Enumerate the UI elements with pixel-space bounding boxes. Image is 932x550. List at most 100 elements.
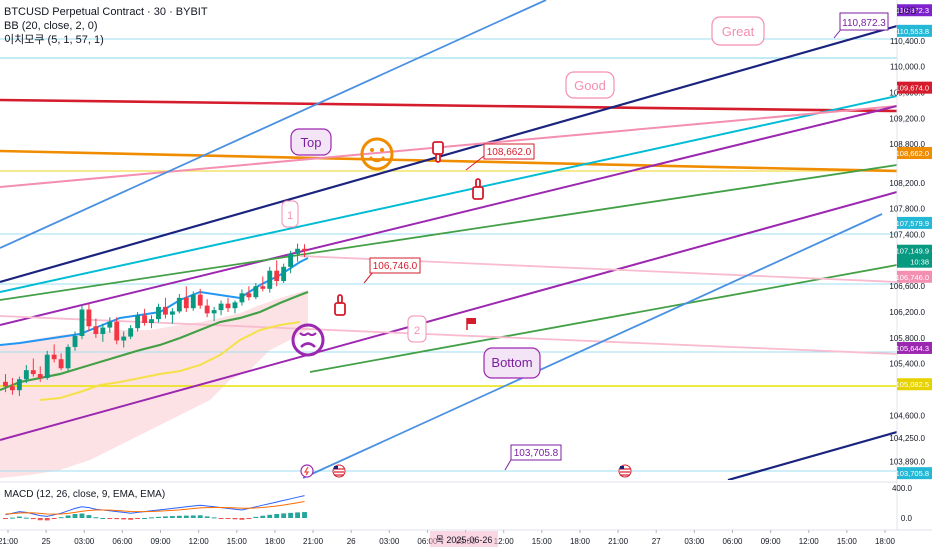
y-tick-label: 103,890.0 — [889, 457, 925, 466]
label-bottom-group[interactable]: Bottom — [483, 347, 541, 379]
candle-body[interactable] — [197, 294, 203, 306]
bb-indicator-label[interactable]: BB (20, close, 2, 0) — [4, 20, 98, 32]
candle-body[interactable] — [302, 248, 307, 251]
macd-tick-label: 400.0 — [892, 484, 913, 493]
candle-body[interactable] — [218, 303, 224, 311]
macd-histogram-bar — [16, 516, 22, 518]
macd-histogram-bar — [288, 512, 294, 518]
label-good-group[interactable]: Good — [565, 71, 615, 99]
x-tick-label: 06:00 — [112, 537, 133, 546]
y-tick-label: 108,200.0 — [889, 179, 925, 188]
candle-body[interactable] — [176, 297, 182, 312]
macd-histogram-bar — [107, 518, 113, 519]
macd-histogram-bar — [128, 518, 134, 520]
candle-body[interactable] — [44, 354, 50, 378]
label-1-group[interactable]: 1 — [281, 200, 299, 228]
us-flag-icon-2[interactable] — [618, 464, 632, 478]
y-tick-label: 105,400.0 — [889, 360, 925, 369]
drawings-layer: Top Good Great Bottom 1 2 108,662.0 — [0, 0, 897, 480]
candle-body[interactable] — [267, 270, 273, 289]
macd-histogram-bar — [302, 512, 307, 518]
candle-body[interactable] — [37, 374, 43, 378]
x-tick-label: 21:00 — [0, 537, 19, 546]
happy-face-icon — [360, 137, 394, 171]
candle-body[interactable] — [3, 381, 8, 387]
candle-body[interactable] — [23, 370, 29, 380]
candle-body[interactable] — [16, 379, 22, 391]
us-flag-icon-1[interactable] — [332, 464, 346, 478]
candle-body[interactable] — [239, 293, 245, 303]
candle-body[interactable] — [260, 286, 266, 289]
ichimoku-lagging — [39, 321, 301, 401]
candle-body[interactable] — [246, 293, 252, 298]
candle-body[interactable] — [274, 270, 280, 282]
candle-body[interactable] — [58, 359, 64, 369]
candle-body[interactable] — [100, 327, 106, 335]
candle-body[interactable] — [93, 326, 99, 335]
candle-body[interactable] — [204, 305, 210, 314]
candle-body[interactable] — [135, 315, 141, 329]
callout-110872[interactable]: 110,872.3 — [833, 12, 889, 39]
pink-trendline-up — [0, 105, 897, 188]
purple-trendline-1 — [0, 105, 897, 326]
candle-body[interactable] — [149, 319, 154, 324]
candle-body[interactable] — [128, 328, 134, 337]
candle-body[interactable] — [288, 253, 294, 267]
purple-trendline-2 — [0, 191, 897, 441]
macd-histogram-bar — [246, 518, 252, 519]
candle-body[interactable] — [162, 306, 168, 315]
macd-indicator-label[interactable]: MACD (12, 26, close, 9, EMA, EMA) — [4, 489, 166, 500]
candle-body[interactable] — [156, 306, 161, 320]
candle-body[interactable] — [232, 302, 238, 309]
price-tag-label: 103,705.8 — [896, 469, 929, 478]
callout-103705-text: 103,705.8 — [514, 448, 559, 459]
macd-histogram-bar — [86, 515, 92, 518]
event-icon-1[interactable] — [300, 464, 314, 478]
candle-body[interactable] — [169, 311, 175, 315]
candle-body[interactable] — [65, 346, 71, 369]
candle-body[interactable] — [295, 248, 301, 254]
label-great-group[interactable]: Great — [711, 16, 765, 46]
candle-body[interactable] — [281, 266, 287, 282]
macd-histogram-bar — [274, 514, 280, 518]
candle-body[interactable] — [114, 321, 120, 341]
y-tick-label: 107,800.0 — [889, 205, 925, 214]
macd-histogram-bar — [65, 515, 71, 518]
candle-body[interactable] — [9, 386, 15, 391]
candle-body[interactable] — [107, 321, 113, 328]
currency-label[interactable]: USD — [898, 6, 918, 16]
candle-body[interactable] — [72, 335, 78, 347]
bb-basis — [0, 290, 309, 392]
y-tick-label: 108,800.0 — [889, 140, 925, 149]
callout-106746[interactable]: 106,746.0 — [363, 257, 421, 284]
macd-histogram-bar — [135, 518, 141, 519]
x-tick-label: 06:00 — [722, 537, 743, 546]
price-tag — [897, 341, 932, 354]
callout-103705[interactable]: 103,705.8 — [504, 444, 562, 471]
candle-body[interactable] — [121, 336, 127, 341]
price-tag-label: 108,662.0 — [896, 149, 929, 158]
macd-histogram-bar — [197, 515, 203, 518]
candle-body[interactable] — [225, 303, 231, 309]
macd-histogram-bar — [79, 513, 85, 518]
macd-histogram-bar — [149, 517, 154, 519]
candle-body[interactable] — [253, 286, 259, 298]
x-tick-label: 18:00 — [265, 537, 286, 546]
candle-body[interactable] — [190, 294, 196, 309]
symbol-title[interactable]: BTCUSD Perpetual Contract · 30 · BYBIT — [4, 6, 208, 18]
candle-body[interactable] — [30, 370, 36, 375]
candle-body[interactable] — [51, 354, 57, 360]
label-top-group[interactable]: Top — [290, 128, 332, 156]
candle-body[interactable] — [142, 315, 148, 324]
label-2-group[interactable]: 2 — [407, 315, 427, 343]
ichimoku-indicator-label[interactable]: 이치모쿠 (5, 1, 57, 1) — [4, 34, 104, 46]
macd-histogram-bar — [44, 518, 50, 521]
callout-108662[interactable]: 108,662.0 — [465, 143, 535, 171]
candle-body[interactable] — [211, 310, 217, 314]
candle-body[interactable] — [86, 309, 92, 327]
macd-histogram-bar — [253, 516, 259, 518]
candle-body[interactable] — [79, 309, 85, 336]
x-tick-label: 06:00 — [417, 537, 438, 546]
candle-body[interactable] — [183, 297, 189, 309]
